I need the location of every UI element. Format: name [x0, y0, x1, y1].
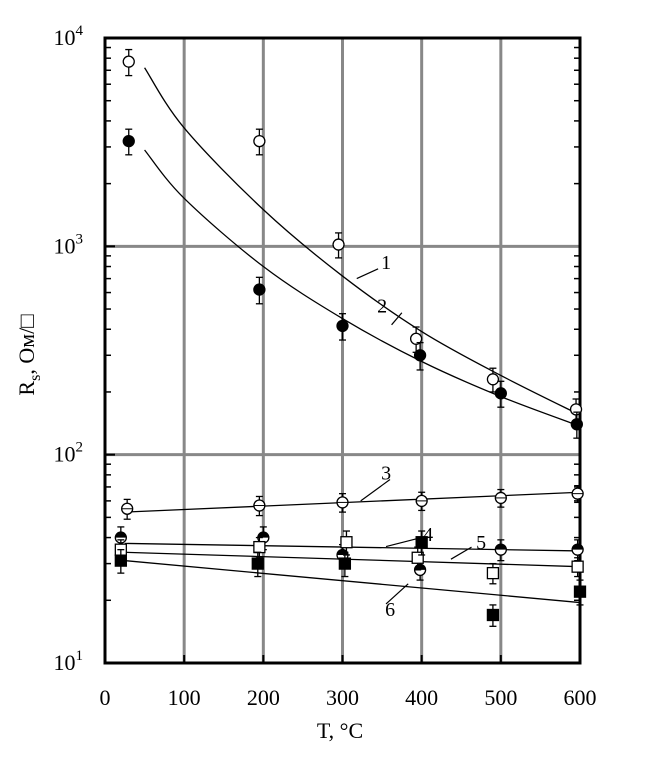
- data-point-3: [336, 492, 349, 513]
- marker-open-square: [340, 536, 353, 549]
- data-point-1: [122, 48, 135, 77]
- fit-curve-3: [124, 491, 581, 513]
- leader-line-3: [360, 479, 391, 502]
- curve-label-3: 3: [381, 463, 391, 485]
- data-point-2: [336, 313, 349, 341]
- data-point-6: [114, 549, 127, 574]
- curve-label-2: 2: [377, 295, 387, 317]
- marker-open-square: [253, 540, 266, 554]
- axis-ticks: 0 100 200 300 400 500 600 101 102 103 104: [54, 23, 597, 710]
- marker-filled-square: [573, 585, 587, 598]
- data-point-6: [415, 530, 428, 556]
- curve-label-6: 6: [385, 599, 395, 621]
- data-point-3: [121, 498, 134, 520]
- marker-filled-circle: [336, 319, 349, 333]
- curve-label-5: 5: [476, 532, 486, 554]
- marker-half-fill: [572, 544, 584, 550]
- data-point-3: [494, 488, 507, 508]
- leader-line-6: [385, 583, 409, 605]
- marker-filled-circle: [413, 349, 427, 362]
- marker-half-fill: [495, 544, 507, 550]
- data-point-3: [571, 485, 584, 504]
- marker-open-circle: [486, 373, 500, 386]
- x-axis-label: T, °C: [317, 718, 363, 743]
- y-tick-label: 101: [54, 648, 84, 675]
- leader-line-5: [450, 546, 472, 560]
- marker-open-circle: [122, 55, 135, 68]
- marker-open-circle: [569, 403, 583, 416]
- marker-open-square: [571, 560, 584, 573]
- marker-open-circle: [409, 332, 423, 345]
- x-tick-label: 200: [247, 685, 280, 710]
- x-tick-label: 100: [168, 685, 201, 710]
- data-point-6: [338, 551, 352, 578]
- fit-curve-2: [144, 149, 581, 427]
- data-point-6: [251, 551, 264, 578]
- marker-filled-square: [114, 554, 127, 567]
- data-point-2: [494, 380, 507, 408]
- data-point-4: [494, 539, 507, 562]
- x-tick-label: 300: [326, 685, 359, 710]
- marker-open-square: [411, 551, 424, 564]
- marker-open-circle: [253, 134, 266, 148]
- leader-line-1: [356, 268, 379, 280]
- marker-half-fill: [257, 532, 269, 538]
- data-point-5: [571, 557, 584, 578]
- leader-line-4: [385, 538, 418, 548]
- y-axis-label-main: R: [14, 381, 39, 396]
- x-tick-label: 500: [484, 685, 517, 710]
- data-point-6: [573, 579, 587, 606]
- y-tick-label: 102: [54, 440, 84, 467]
- data-point-1: [409, 326, 423, 353]
- data-point-1: [332, 232, 345, 259]
- data-point-2: [253, 276, 266, 305]
- marker-filled-square: [338, 557, 352, 570]
- marker-open-square: [486, 566, 500, 580]
- marker-filled-circle: [494, 387, 507, 400]
- fit-curves: [124, 67, 581, 604]
- curve-labels: 1 2 3 4 5 6: [356, 252, 486, 621]
- data-point-3: [253, 495, 266, 517]
- y-tick-label: 103: [54, 231, 84, 258]
- data-point-2: [413, 341, 427, 371]
- data-point-5: [340, 530, 353, 556]
- data-points: [114, 48, 587, 627]
- marker-filled-circle: [122, 134, 135, 148]
- y-tick-label: 104: [54, 23, 84, 50]
- marker-filled-circle: [570, 418, 583, 431]
- fit-curve-5: [124, 551, 581, 568]
- marker-filled-square: [251, 557, 264, 570]
- fit-curve-6: [124, 559, 581, 604]
- y-axis-label: Rs, Ом/□: [14, 314, 44, 395]
- fit-curve-1: [144, 67, 581, 416]
- marker-filled-square: [415, 536, 428, 549]
- x-tick-label: 400: [405, 685, 438, 710]
- data-point-1: [486, 367, 500, 393]
- curve-label-1: 1: [381, 252, 391, 274]
- marker-filled-circle: [253, 283, 266, 296]
- curve-label-4: 4: [423, 524, 433, 546]
- data-point-2: [122, 128, 135, 156]
- y-axis-label-sub: s: [27, 375, 44, 381]
- data-point-2: [570, 411, 583, 439]
- marker-half-fill: [115, 532, 127, 538]
- marker-open-circle: [332, 238, 345, 251]
- x-tick-label: 0: [100, 685, 111, 710]
- data-point-5: [486, 562, 500, 585]
- data-point-6: [486, 604, 500, 627]
- svg-text:Rs, Ом/□: Rs, Ом/□: [14, 314, 44, 395]
- leader-line-2: [391, 312, 403, 326]
- x-tick-label: 600: [564, 685, 597, 710]
- marker-filled-square: [486, 608, 500, 622]
- data-point-1: [253, 128, 266, 156]
- y-axis-label-rest: , Ом/□: [14, 314, 39, 374]
- data-point-3: [415, 491, 428, 512]
